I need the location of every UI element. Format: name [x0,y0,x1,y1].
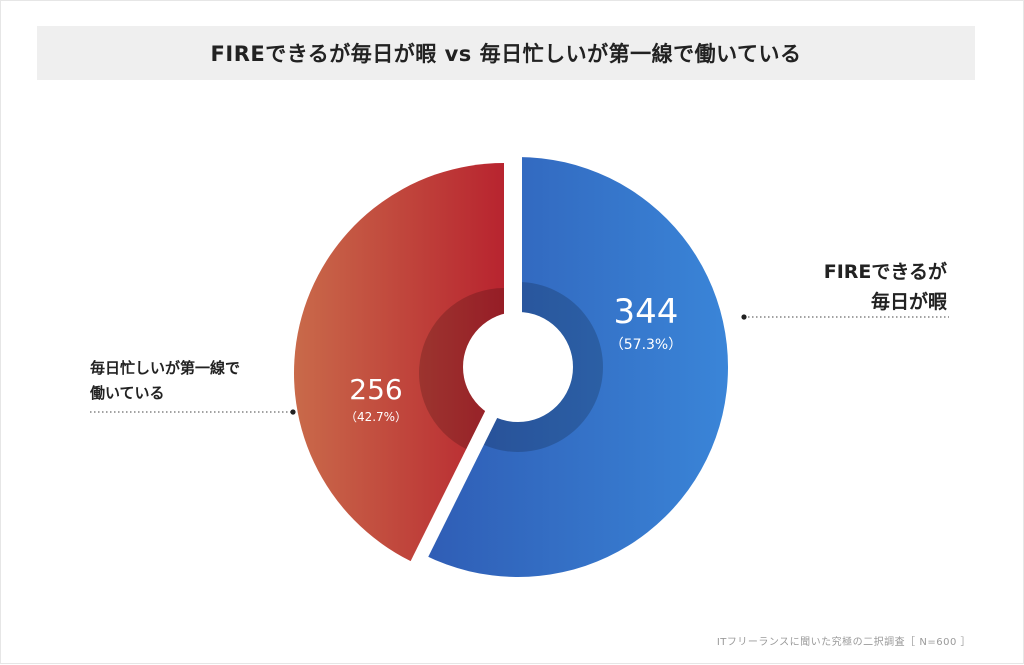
title-bar: FIREできるが毎日が暇 vs 毎日忙しいが第一線で働いている [37,26,975,80]
slice-fire [424,157,728,577]
donut-hole [463,312,573,422]
source-note: ITフリーランスに聞いた究極の二択調査［ N=600 ］ [716,637,971,648]
slice-label-fire: FIREできるが 毎日が暇 [824,257,947,317]
value-label-fire: 344 [614,292,679,332]
chart-title: FIREできるが毎日が暇 vs 毎日忙しいが第一線で働いている [210,42,802,66]
value-label-busy: 256 [349,373,402,406]
slice-label-busy: 毎日忙しいが第一線で 働いている [90,356,240,406]
callout-busy-dot [290,409,296,415]
percent-label-busy: （42.7%） [345,410,407,424]
slice-label-busy-line-2: 働いている [90,384,165,402]
callout-fire-dot [741,314,747,320]
slice-label-fire-line-2: 毎日が暇 [870,291,947,313]
slice-label-busy-line-1: 毎日忙しいが第一線で [90,359,241,377]
slice-busy [294,163,504,562]
percent-label-fire: （57.3%） [610,337,682,353]
slice-label-fire-line-1: FIREできるが [823,261,947,283]
